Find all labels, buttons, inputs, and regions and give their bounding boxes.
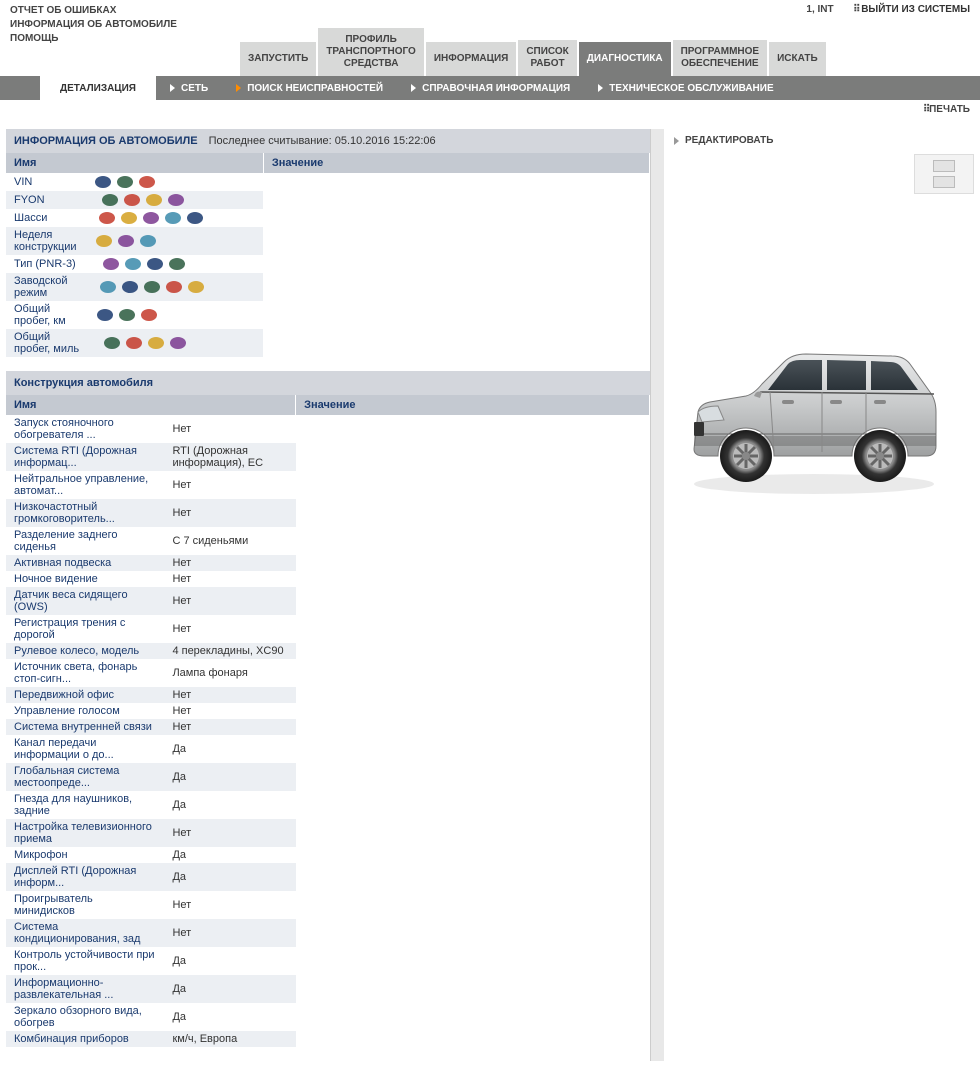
key-icon[interactable] <box>933 176 955 188</box>
sub-tab-strip: ДЕТАЛИЗАЦИЯСЕТЬПОИСК НЕИСПРАВНОСТЕЙСПРАВ… <box>0 76 980 100</box>
chevron-right-icon <box>674 137 679 145</box>
table-row[interactable]: Ночное видениеНет <box>6 571 296 587</box>
table-row[interactable]: Тип (PNR-3) <box>6 255 263 273</box>
construction-table: Имя Значение Запуск стояночного обогрева… <box>6 395 650 1047</box>
left-column: ИНФОРМАЦИЯ ОБ АВТОМОБИЛЕ Последнее считы… <box>6 129 664 1061</box>
col-name: Имя <box>6 153 263 173</box>
vehicle-info-table: Имя Значение VINFYONШассиНеделя конструк… <box>6 153 650 357</box>
table-row[interactable]: Шасси <box>6 209 263 227</box>
sub-tab-4[interactable]: ТЕХНИЧЕСКОЕ ОБСЛУЖИВАНИЕ <box>584 83 787 94</box>
header-line1[interactable]: ОТЧЕТ ОБ ОШИБКАХ <box>10 4 177 18</box>
table-row[interactable]: Комбинация приборовкм/ч, Европа <box>6 1031 296 1047</box>
table-row[interactable]: Канал передачи информации о до...Да <box>6 735 296 763</box>
vehicle-info-header: ИНФОРМАЦИЯ ОБ АВТОМОБИЛЕ Последнее считы… <box>6 129 650 153</box>
table-row[interactable]: Заводской режим <box>6 273 263 301</box>
header-line3[interactable]: ПОМОЩЬ <box>10 32 177 46</box>
table-row[interactable]: Информационно-развлекательная ...Да <box>6 975 296 1003</box>
table-row[interactable]: FYON <box>6 191 263 209</box>
main-tab-3[interactable]: СПИСОКРАБОТ <box>518 40 576 76</box>
table-row[interactable]: Низкочастотный громкоговоритель...Нет <box>6 499 296 527</box>
header-line2[interactable]: ИНФОРМАЦИЯ ОБ АВТОМОБИЛЕ <box>10 18 177 32</box>
table-row[interactable]: Запуск стояночного обогревателя ...Нет <box>6 415 296 443</box>
main-tab-5[interactable]: ПРОГРАММНОЕОБЕСПЕЧЕНИЕ <box>673 40 768 76</box>
print-link[interactable]: ПЕЧАТЬ <box>0 100 980 123</box>
col-name: Имя <box>6 395 296 415</box>
table-row[interactable]: Проигрыватель минидисковНет <box>6 891 296 919</box>
table-row[interactable]: Гнезда для наушников, задниеДа <box>6 791 296 819</box>
edit-link[interactable]: РЕДАКТИРОВАТЬ <box>674 129 974 150</box>
table-row[interactable]: Передвижной офисНет <box>6 687 296 703</box>
table-row[interactable]: Глобальная система местоопреде...Да <box>6 763 296 791</box>
table-row[interactable]: Общий пробег, миль <box>6 329 263 357</box>
content-area: ИНФОРМАЦИЯ ОБ АВТОМОБИЛЕ Последнее считы… <box>0 123 980 1067</box>
table-row[interactable]: VIN <box>6 173 263 191</box>
main-tab-0[interactable]: ЗАПУСТИТЬ <box>240 42 316 76</box>
table-row[interactable]: Зеркало обзорного вида, обогревДа <box>6 1003 296 1031</box>
col-value: Значение <box>263 153 649 173</box>
header-right: 1, INT ⠿ ВЫЙТИ ИЗ СИСТЕМЫ <box>806 4 970 46</box>
col-value: Значение <box>296 395 650 415</box>
construction-header: Конструкция автомобиля <box>6 371 650 395</box>
table-row[interactable]: Общий пробег, км <box>6 301 263 329</box>
table-row[interactable]: Система RTI (Дорожная информац...RTI (До… <box>6 443 296 471</box>
main-tab-1[interactable]: ПРОФИЛЬТРАНСПОРТНОГОСРЕДСТВА <box>318 28 424 76</box>
user-info: 1, INT <box>806 4 833 15</box>
table-row[interactable]: Нейтральное управление, автомат...Нет <box>6 471 296 499</box>
tool-icon-box <box>914 154 974 194</box>
table-row[interactable]: Датчик веса сидящего (OWS)Нет <box>6 587 296 615</box>
arrow-icon <box>170 84 175 92</box>
table-row[interactable]: Настройка телевизионного приемаНет <box>6 819 296 847</box>
arrow-icon <box>598 84 603 92</box>
right-column: РЕДАКТИРОВАТЬ <box>674 129 974 1061</box>
table-row[interactable]: Система внутренней связиНет <box>6 719 296 735</box>
table-row[interactable]: Регистрация трения с дорогойНет <box>6 615 296 643</box>
table-row[interactable]: Дисплей RTI (Дорожная информ...Да <box>6 863 296 891</box>
sub-tab-2[interactable]: ПОИСК НЕИСПРАВНОСТЕЙ <box>222 83 397 94</box>
header-breadcrumb: ОТЧЕТ ОБ ОШИБКАХ ИНФОРМАЦИЯ ОБ АВТОМОБИЛ… <box>10 4 177 46</box>
table-row[interactable]: МикрофонДа <box>6 847 296 863</box>
arrow-icon <box>411 84 416 92</box>
table-row[interactable]: Активная подвескаНет <box>6 555 296 571</box>
arrow-icon <box>236 84 241 92</box>
table-row[interactable]: Неделя конструкции <box>6 227 263 255</box>
table-row[interactable]: Система кондиционирования, задНет <box>6 919 296 947</box>
sub-tab-3[interactable]: СПРАВОЧНАЯ ИНФОРМАЦИЯ <box>397 83 584 94</box>
main-tab-6[interactable]: ИСКАТЬ <box>769 42 826 76</box>
sub-tab-0[interactable]: ДЕТАЛИЗАЦИЯ <box>40 76 156 100</box>
table-row[interactable]: Управление голосомНет <box>6 703 296 719</box>
table-row[interactable]: Разделение заднего сиденьяС 7 сиденьями <box>6 527 296 555</box>
vehicle-image <box>674 334 954 504</box>
table-row[interactable]: Источник света, фонарь стоп-сигн...Лампа… <box>6 659 296 687</box>
main-tab-4[interactable]: ДИАГНОСТИКА <box>579 42 671 76</box>
main-tab-2[interactable]: ИНФОРМАЦИЯ <box>426 42 517 76</box>
table-row[interactable]: Рулевое колесо, модель4 перекладины, XC9… <box>6 643 296 659</box>
scrollbar[interactable] <box>650 129 664 1061</box>
calendar-icon[interactable] <box>933 160 955 172</box>
table-row[interactable]: Контроль устойчивости при прок...Да <box>6 947 296 975</box>
sub-tab-1[interactable]: СЕТЬ <box>156 83 222 94</box>
logout-link[interactable]: ВЫЙТИ ИЗ СИСТЕМЫ <box>861 4 970 15</box>
